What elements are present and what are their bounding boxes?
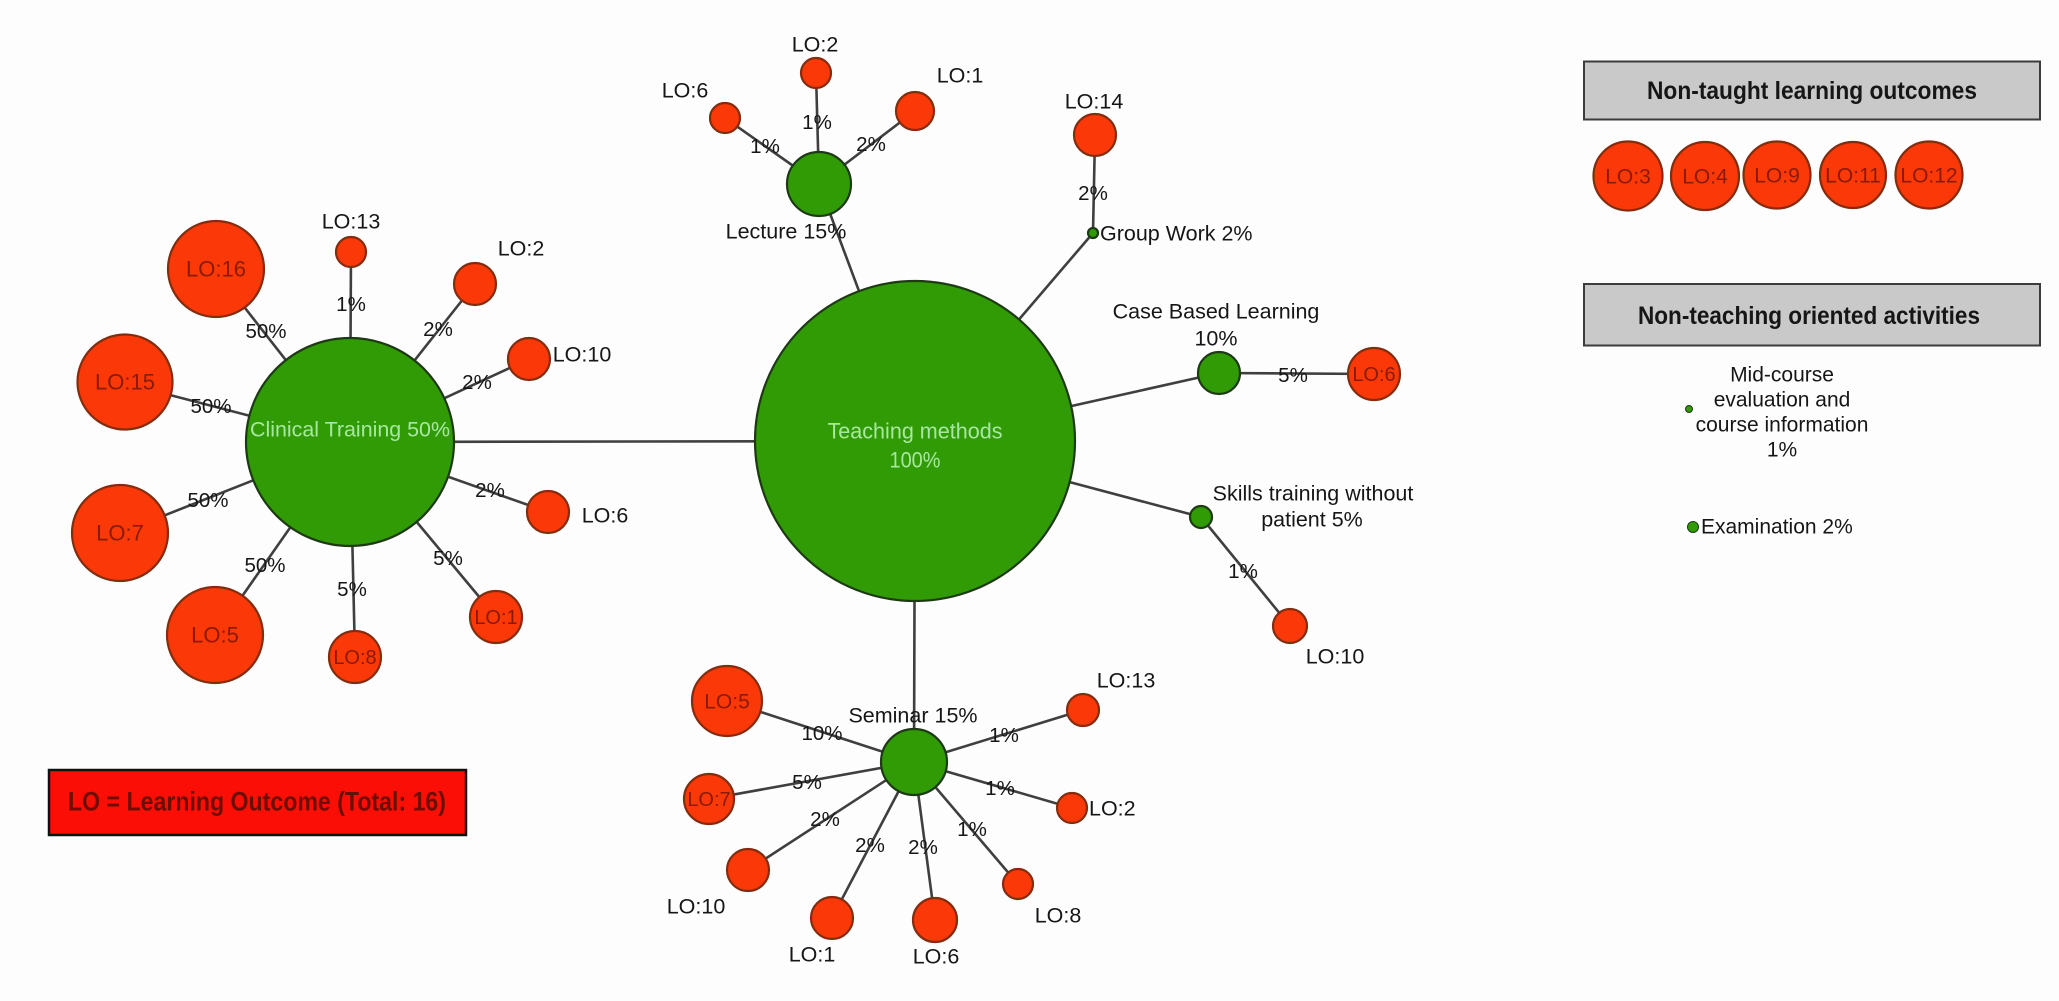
svg-text:5%: 5%: [1278, 364, 1308, 387]
svg-text:2%: 2%: [810, 808, 840, 831]
svg-text:LO:15: LO:15: [95, 370, 155, 395]
svg-text:1%: 1%: [989, 724, 1019, 747]
svg-text:LO:1: LO:1: [937, 64, 984, 88]
svg-text:LO:8: LO:8: [1035, 904, 1082, 928]
svg-text:LO:10: LO:10: [1306, 645, 1365, 669]
svg-text:LO:12: LO:12: [1900, 164, 1957, 187]
svg-text:Lecture 15%: Lecture 15%: [726, 220, 847, 244]
svg-text:LO:14: LO:14: [1065, 90, 1124, 114]
svg-text:2%: 2%: [462, 371, 492, 394]
svg-text:Mid-course: Mid-course: [1730, 363, 1834, 386]
svg-text:2%: 2%: [1078, 182, 1108, 205]
svg-text:50%: 50%: [190, 395, 231, 418]
svg-text:10%: 10%: [1194, 327, 1237, 351]
svg-text:course information: course information: [1696, 413, 1869, 436]
svg-text:LO:2: LO:2: [1089, 797, 1136, 821]
svg-text:LO:3: LO:3: [1605, 165, 1651, 188]
svg-text:LO:2: LO:2: [498, 237, 545, 261]
svg-text:LO:6: LO:6: [913, 945, 960, 969]
svg-text:10%: 10%: [801, 722, 842, 745]
svg-text:LO:8: LO:8: [333, 647, 376, 669]
svg-text:Case Based Learning: Case Based Learning: [1113, 300, 1320, 324]
svg-text:5%: 5%: [433, 547, 463, 570]
svg-text:Group Work 2%: Group Work 2%: [1100, 222, 1253, 246]
svg-text:1%: 1%: [802, 111, 832, 134]
svg-text:5%: 5%: [792, 771, 822, 794]
svg-text:1%: 1%: [750, 135, 780, 158]
svg-text:LO:1: LO:1: [474, 607, 517, 629]
svg-text:2%: 2%: [855, 834, 885, 857]
svg-text:2%: 2%: [908, 836, 938, 859]
svg-text:LO:4: LO:4: [1682, 165, 1728, 188]
svg-text:2%: 2%: [856, 133, 886, 156]
svg-text:LO:2: LO:2: [792, 33, 839, 57]
svg-text:50%: 50%: [187, 489, 228, 512]
svg-text:LO = Learning Outcome (Total:: LO = Learning Outcome (Total: 16): [68, 786, 446, 816]
svg-text:1%: 1%: [985, 777, 1015, 800]
svg-text:2%: 2%: [423, 318, 453, 341]
svg-text:LO:11: LO:11: [1825, 164, 1881, 187]
svg-text:LO:1: LO:1: [789, 943, 836, 967]
svg-text:1%: 1%: [1228, 560, 1258, 583]
svg-text:Non-teaching oriented activiti: Non-teaching oriented activities: [1638, 302, 1980, 330]
svg-text:Skills training without: Skills training without: [1213, 482, 1414, 506]
svg-text:Examination 2%: Examination 2%: [1701, 515, 1853, 538]
svg-text:LO:10: LO:10: [553, 343, 612, 367]
svg-text:LO:5: LO:5: [191, 623, 239, 648]
svg-text:1%: 1%: [957, 818, 987, 841]
svg-text:LO:6: LO:6: [582, 504, 629, 528]
svg-text:evaluation and: evaluation and: [1714, 388, 1851, 411]
svg-text:LO:7: LO:7: [687, 789, 730, 811]
svg-text:5%: 5%: [337, 578, 367, 601]
svg-text:100%: 100%: [890, 448, 941, 473]
svg-text:50%: 50%: [244, 554, 285, 577]
svg-text:LO:6: LO:6: [1352, 364, 1395, 386]
svg-text:LO:9: LO:9: [1754, 164, 1800, 187]
svg-text:1%: 1%: [336, 293, 366, 316]
svg-text:2%: 2%: [475, 479, 505, 502]
svg-text:LO:5: LO:5: [704, 690, 750, 713]
svg-text:Seminar 15%: Seminar 15%: [848, 704, 977, 728]
svg-text:patient 5%: patient 5%: [1261, 508, 1363, 532]
svg-text:Teaching methods: Teaching methods: [828, 419, 1003, 444]
svg-text:Non-taught learning outcomes: Non-taught learning outcomes: [1647, 77, 1977, 105]
svg-text:LO:6: LO:6: [662, 79, 709, 103]
svg-text:LO:10: LO:10: [667, 895, 726, 919]
svg-text:LO:7: LO:7: [96, 521, 144, 546]
svg-text:1%: 1%: [1767, 438, 1797, 461]
svg-text:LO:16: LO:16: [186, 257, 246, 282]
svg-text:LO:13: LO:13: [1097, 669, 1156, 693]
svg-text:LO:13: LO:13: [322, 210, 381, 234]
svg-text:50%: 50%: [245, 320, 286, 343]
svg-text:Clinical Training 50%: Clinical Training 50%: [250, 418, 450, 442]
